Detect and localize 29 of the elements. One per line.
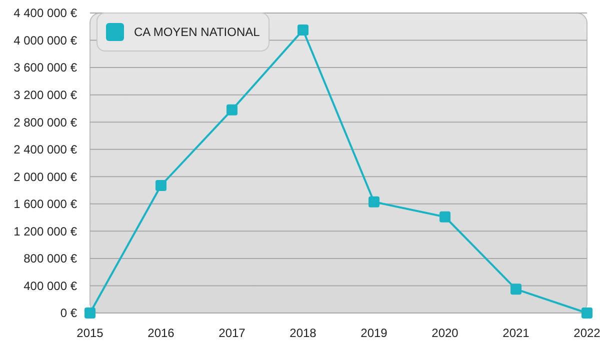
x-tick-label: 2022 [574,326,600,340]
x-tick-label: 2021 [502,326,530,340]
point [84,308,96,318]
y-tick-label: 2 800 000 € [14,115,78,130]
point [510,284,522,295]
x-tick-label: 2019 [360,326,388,340]
y-tick-label: 0 € [60,306,78,320]
point [156,180,166,191]
x-tick-label: 2018 [290,326,317,340]
point [226,104,238,116]
y-tick-label: 800 000 € [24,252,78,266]
x-tick-label: 2017 [218,326,246,340]
y-tick-label: 3 200 000 € [14,88,78,102]
point [368,196,380,208]
x-tick-label: 2020 [432,326,459,340]
legend-label: CA MOYEN NATIONAL [134,25,260,40]
point [298,24,308,36]
y-tick-label: 3 600 000 € [14,60,78,75]
y-tick-label: 2 400 000 € [14,142,78,157]
x-tick-label: 2015 [76,326,104,340]
y-tick-label: 4 400 000 € [14,6,78,20]
y-tick-label: 4 000 000 € [14,33,78,48]
point [582,308,592,318]
y-tick-label: 400 000 € [24,278,78,293]
y-tick-label: 1 200 000 € [14,224,78,238]
point [440,211,450,222]
x-tick-label: 2016 [148,326,175,340]
y-tick-label: 1 600 000 € [14,197,78,212]
y-tick-label: 2 000 000 € [14,170,78,184]
